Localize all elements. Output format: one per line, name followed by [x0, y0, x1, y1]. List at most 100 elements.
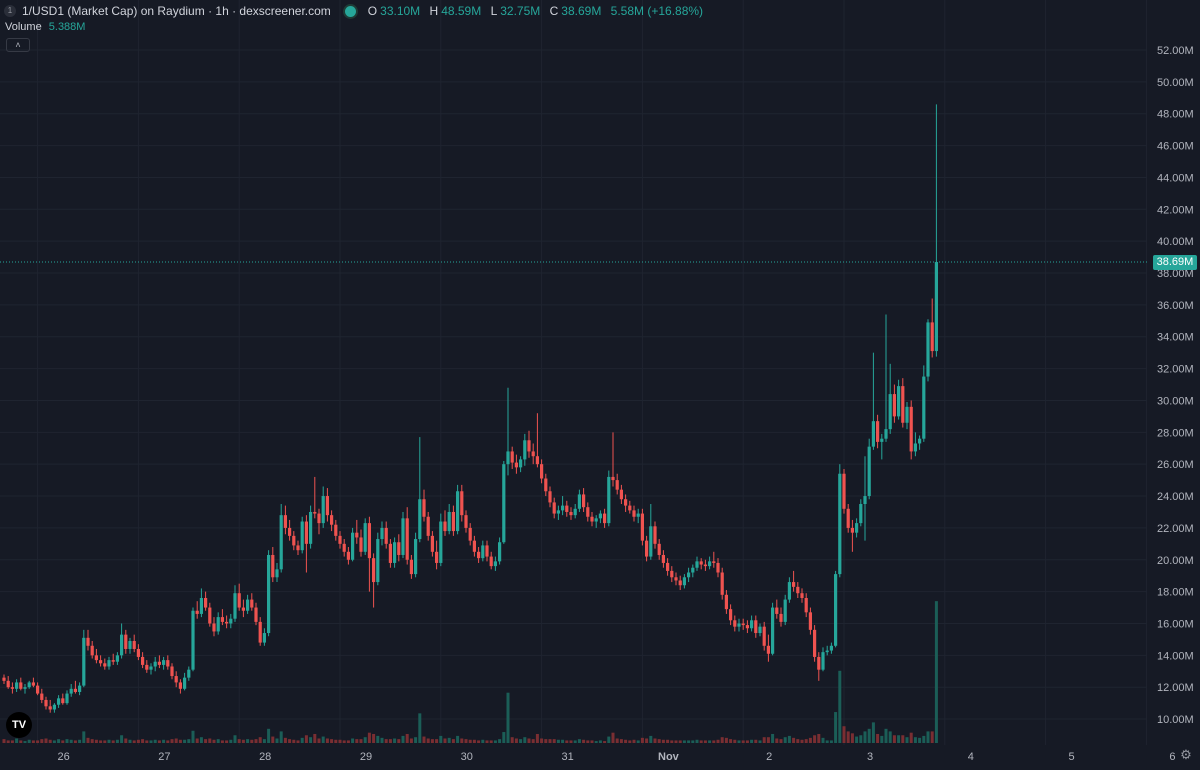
candles [2, 104, 938, 713]
candle-body [166, 660, 170, 667]
candle-body [346, 551, 350, 560]
candle-body [271, 554, 275, 578]
candle-body [279, 515, 283, 570]
ohlc-high-value: 48.59M [441, 4, 482, 18]
candle-body [922, 376, 926, 439]
candle-body [472, 540, 476, 552]
candle-body [464, 515, 468, 528]
candle-body [502, 464, 506, 543]
volume-bar [800, 739, 804, 743]
candle-body [687, 572, 691, 578]
volume-bar [855, 736, 859, 743]
volume-bar [892, 735, 896, 743]
volume-bar [376, 735, 380, 743]
candle-body [48, 706, 52, 710]
volume-bar [178, 739, 182, 743]
candle-body [128, 641, 132, 649]
candle-body [426, 516, 430, 536]
candle-body [678, 580, 682, 586]
volume-bar [174, 738, 178, 743]
candle-body [716, 562, 720, 573]
volume-bar [754, 739, 758, 743]
collapse-legend-button[interactable]: ˄ [6, 38, 30, 52]
volume-bar [590, 740, 594, 743]
candle-body [842, 473, 846, 509]
volume-bar [729, 739, 733, 743]
candle-body [443, 521, 447, 532]
candle-body [401, 518, 405, 555]
volume-bar [65, 739, 69, 743]
candle-body [409, 559, 413, 575]
candle-body [204, 597, 208, 608]
candle-body [750, 620, 754, 629]
volume-bar [313, 733, 317, 743]
candle-body [762, 626, 766, 646]
candle-body [645, 540, 649, 557]
volume-bar [372, 733, 376, 743]
market-status-icon [344, 5, 356, 17]
volume-bar [220, 740, 224, 743]
price-tick-label: 36.00M [1157, 300, 1194, 312]
candle-body [149, 666, 153, 670]
candle-body [934, 262, 938, 352]
volume-bar [447, 737, 451, 743]
candle-body [132, 641, 136, 649]
price-tick-label: 14.00M [1157, 650, 1194, 662]
candle-body [115, 655, 119, 662]
candle-body [867, 446, 871, 497]
price-tick-label: 10.00M [1157, 714, 1194, 726]
volume-bar [380, 737, 384, 743]
volume-bar [863, 731, 867, 743]
candle-body [141, 656, 145, 665]
candle-body [813, 629, 817, 657]
candle-body [724, 594, 728, 610]
volume-bar [787, 735, 791, 743]
candle-body [199, 597, 203, 614]
volume-bar [48, 739, 52, 743]
candle-body [456, 491, 460, 532]
time-axis[interactable]: 26 27 28 29 30 31 Nov 2 3 4 5 6 [0, 745, 1200, 770]
candle-body [481, 545, 485, 559]
volume-bar [19, 740, 23, 743]
candle-body [296, 545, 300, 551]
candle-body [61, 698, 65, 704]
price-tick-label: 18.00M [1157, 587, 1194, 599]
candle-body [699, 561, 703, 565]
candle-body [376, 539, 380, 583]
volume-bar [409, 738, 413, 743]
volume-bar [451, 739, 455, 743]
volume-bar [804, 739, 808, 743]
candle-body [905, 406, 909, 423]
candle-body [351, 532, 355, 560]
volume-bar [456, 735, 460, 743]
symbol-badge[interactable]: 1 [4, 5, 16, 17]
ohlc-low-value: 32.75M [500, 4, 541, 18]
volume-bar [325, 738, 329, 743]
candle-body [136, 648, 140, 657]
candle-body [792, 582, 796, 587]
ohlc-low-key: L [490, 4, 498, 18]
candle-body [632, 510, 636, 517]
candle-body [855, 523, 859, 533]
volume-bar [262, 739, 266, 743]
volume-bar [103, 740, 107, 743]
candle-body [342, 543, 346, 552]
price-axis[interactable]: 8.00M10.00M12.00M14.00M16.00M18.00M20.00… [1147, 0, 1200, 770]
volume-bar [607, 736, 611, 743]
volume-bar [288, 739, 292, 743]
price-tick-label: 22.00M [1157, 523, 1194, 535]
candle-body [758, 626, 762, 634]
candle-body [334, 524, 338, 536]
tradingview-logo[interactable]: TV [6, 712, 32, 738]
candle-body [649, 526, 653, 557]
candle-body [468, 527, 472, 541]
volume-bar [834, 712, 838, 743]
gear-icon[interactable]: ⚙ [1180, 747, 1192, 762]
volume-bar [783, 737, 787, 743]
volume-bar [762, 737, 766, 743]
volume-bar [61, 740, 65, 743]
candle-body [94, 655, 98, 661]
candle-body [183, 677, 187, 689]
